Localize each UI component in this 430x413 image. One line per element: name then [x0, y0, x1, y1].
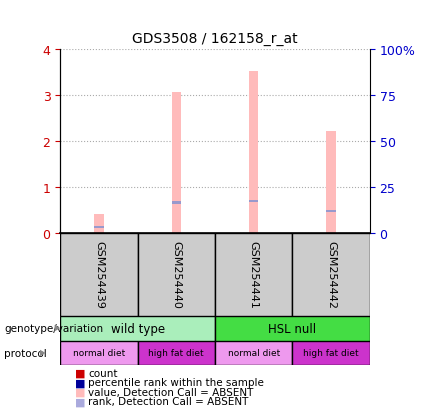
Text: wild type: wild type — [111, 322, 165, 335]
Bar — [215, 316, 370, 341]
Bar — [138, 233, 215, 316]
Bar — [60, 316, 215, 341]
Bar — [249, 71, 258, 233]
Title: GDS3508 / 162158_r_at: GDS3508 / 162158_r_at — [132, 32, 298, 46]
Text: ■: ■ — [75, 368, 86, 378]
Text: rank, Detection Call = ABSENT: rank, Detection Call = ABSENT — [88, 396, 249, 406]
Text: GSM254441: GSM254441 — [249, 241, 259, 309]
Bar — [60, 341, 138, 366]
Text: GSM254439: GSM254439 — [94, 241, 104, 309]
Bar — [138, 341, 215, 366]
Text: high fat diet: high fat diet — [148, 349, 204, 358]
Bar — [249, 200, 258, 203]
Bar — [292, 233, 370, 316]
Text: count: count — [88, 368, 118, 378]
Text: ■: ■ — [75, 396, 86, 406]
Bar — [94, 226, 104, 229]
Text: high fat diet: high fat diet — [303, 349, 359, 358]
Bar — [94, 214, 104, 233]
Text: protocol: protocol — [4, 348, 47, 358]
Text: genotype/variation: genotype/variation — [4, 323, 104, 333]
Text: ■: ■ — [75, 387, 86, 397]
Text: percentile rank within the sample: percentile rank within the sample — [88, 377, 264, 387]
Bar — [172, 92, 181, 233]
Bar — [215, 341, 292, 366]
Text: normal diet: normal diet — [73, 349, 125, 358]
Text: GSM254442: GSM254442 — [326, 241, 336, 309]
Text: HSL null: HSL null — [268, 322, 316, 335]
Bar — [292, 341, 370, 366]
Bar — [215, 233, 292, 316]
Text: GSM254440: GSM254440 — [171, 241, 181, 309]
Bar — [172, 202, 181, 204]
Bar — [326, 210, 336, 213]
Text: normal diet: normal diet — [227, 349, 280, 358]
Text: ■: ■ — [75, 377, 86, 387]
Bar — [326, 131, 336, 233]
Bar — [60, 233, 138, 316]
Text: value, Detection Call = ABSENT: value, Detection Call = ABSENT — [88, 387, 254, 397]
